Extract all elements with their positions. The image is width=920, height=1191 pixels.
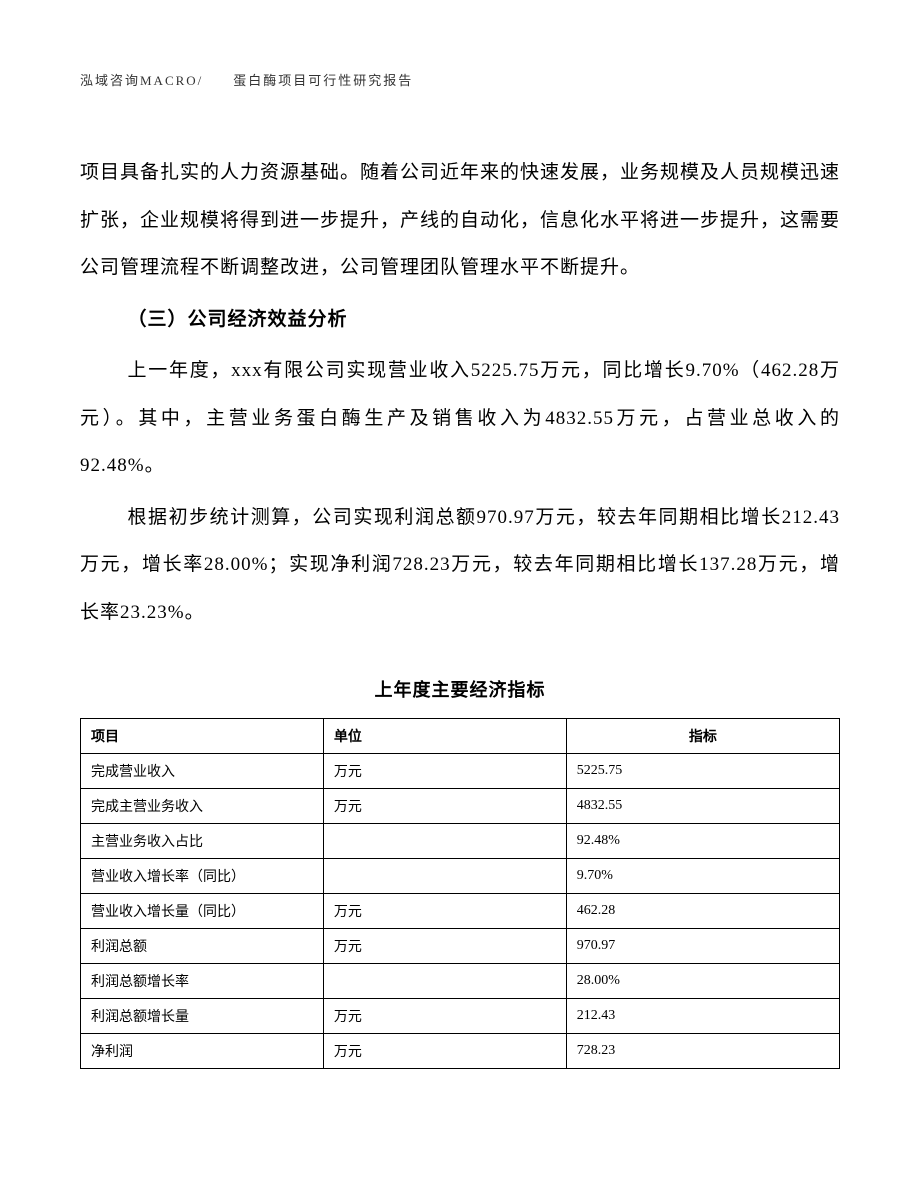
table-cell-unit: 万元 [323, 754, 566, 789]
table-cell-value: 728.23 [566, 1034, 839, 1069]
table-row: 完成主营业务收入 万元 4832.55 [81, 789, 840, 824]
table-header-row: 项目 单位 指标 [81, 719, 840, 754]
paragraph-3: 根据初步统计测算，公司实现利润总额970.97万元，较去年同期相比增长212.4… [80, 494, 840, 637]
table-cell-item: 利润总额 [81, 929, 324, 964]
table-title: 上年度主要经济指标 [80, 676, 840, 702]
table-cell-value: 9.70% [566, 859, 839, 894]
table-cell-item: 营业收入增长率（同比） [81, 859, 324, 894]
table-cell-item: 完成主营业务收入 [81, 789, 324, 824]
table-cell-unit: 万元 [323, 789, 566, 824]
table-cell-unit: 万元 [323, 894, 566, 929]
table-cell-value: 28.00% [566, 964, 839, 999]
table-cell-item: 净利润 [81, 1034, 324, 1069]
table-cell-value: 92.48% [566, 824, 839, 859]
paragraph-1: 项目具备扎实的人力资源基础。随着公司近年来的快速发展，业务规模及人员规模迅速扩张… [80, 149, 840, 292]
table-row: 完成营业收入 万元 5225.75 [81, 754, 840, 789]
table-cell-value: 212.43 [566, 999, 839, 1034]
table-cell-item: 利润总额增长量 [81, 999, 324, 1034]
table-row: 净利润 万元 728.23 [81, 1034, 840, 1069]
table-row: 营业收入增长率（同比） 9.70% [81, 859, 840, 894]
table-cell-unit [323, 964, 566, 999]
table-cell-value: 462.28 [566, 894, 839, 929]
table-cell-value: 970.97 [566, 929, 839, 964]
section-heading: （三）公司经济效益分析 [80, 296, 840, 344]
page-header: 泓域咨询MACRO/ 蛋白酶项目可行性研究报告 [80, 70, 840, 89]
table-cell-value: 4832.55 [566, 789, 839, 824]
table-cell-unit: 万元 [323, 1034, 566, 1069]
table-cell-value: 5225.75 [566, 754, 839, 789]
table-cell-unit [323, 859, 566, 894]
table-cell-item: 营业收入增长量（同比） [81, 894, 324, 929]
table-row: 主营业务收入占比 92.48% [81, 824, 840, 859]
paragraph-2: 上一年度，xxx有限公司实现营业收入5225.75万元，同比增长9.70%（46… [80, 347, 840, 490]
table-cell-unit [323, 824, 566, 859]
table-cell-unit: 万元 [323, 999, 566, 1034]
table-row: 营业收入增长量（同比） 万元 462.28 [81, 894, 840, 929]
table-header-item: 项目 [81, 719, 324, 754]
table-cell-item: 完成营业收入 [81, 754, 324, 789]
economic-indicators-table: 项目 单位 指标 完成营业收入 万元 5225.75 完成主营业务收入 万元 4… [80, 718, 840, 1069]
table-cell-item: 主营业务收入占比 [81, 824, 324, 859]
table-row: 利润总额 万元 970.97 [81, 929, 840, 964]
table-row: 利润总额增长率 28.00% [81, 964, 840, 999]
table-header-value: 指标 [566, 719, 839, 754]
table-cell-unit: 万元 [323, 929, 566, 964]
table-header-unit: 单位 [323, 719, 566, 754]
table-cell-item: 利润总额增长率 [81, 964, 324, 999]
table-row: 利润总额增长量 万元 212.43 [81, 999, 840, 1034]
